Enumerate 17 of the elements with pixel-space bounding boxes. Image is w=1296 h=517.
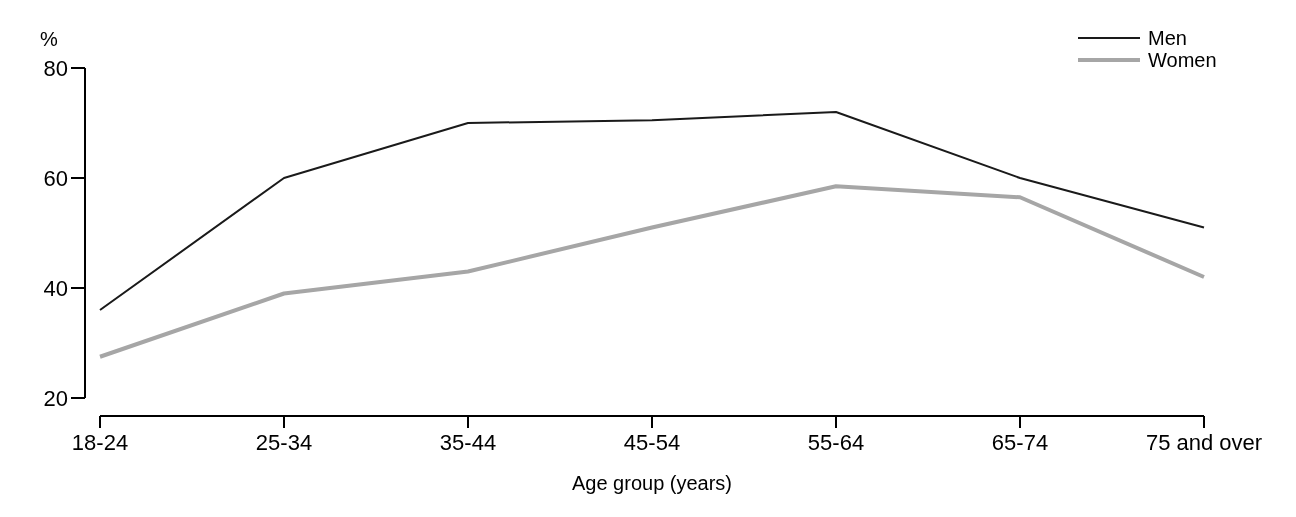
x-tick-label: 45-54 xyxy=(623,430,681,455)
x-tick-label: 35-44 xyxy=(439,430,497,455)
y-tick-label: 60 xyxy=(43,165,68,191)
x-tick-label: 65-74 xyxy=(991,430,1049,455)
x-tick-label: 55-64 xyxy=(807,430,865,455)
x-tick-label: 75 and over xyxy=(1145,430,1263,455)
line-series xyxy=(99,111,1205,311)
line-series xyxy=(98,184,1206,359)
y-axis-title: % xyxy=(40,28,58,50)
y-tick-label: 40 xyxy=(43,275,68,301)
y-tick-label: 20 xyxy=(43,385,68,411)
legend-label: Women xyxy=(1148,49,1217,71)
x-tick-label: 25-34 xyxy=(255,430,313,455)
x-tick-label: 18-24 xyxy=(71,430,129,455)
x-axis-title: Age group (years) xyxy=(571,472,733,494)
legend-label: Men xyxy=(1148,27,1187,49)
y-tick-label: 80 xyxy=(43,55,68,81)
